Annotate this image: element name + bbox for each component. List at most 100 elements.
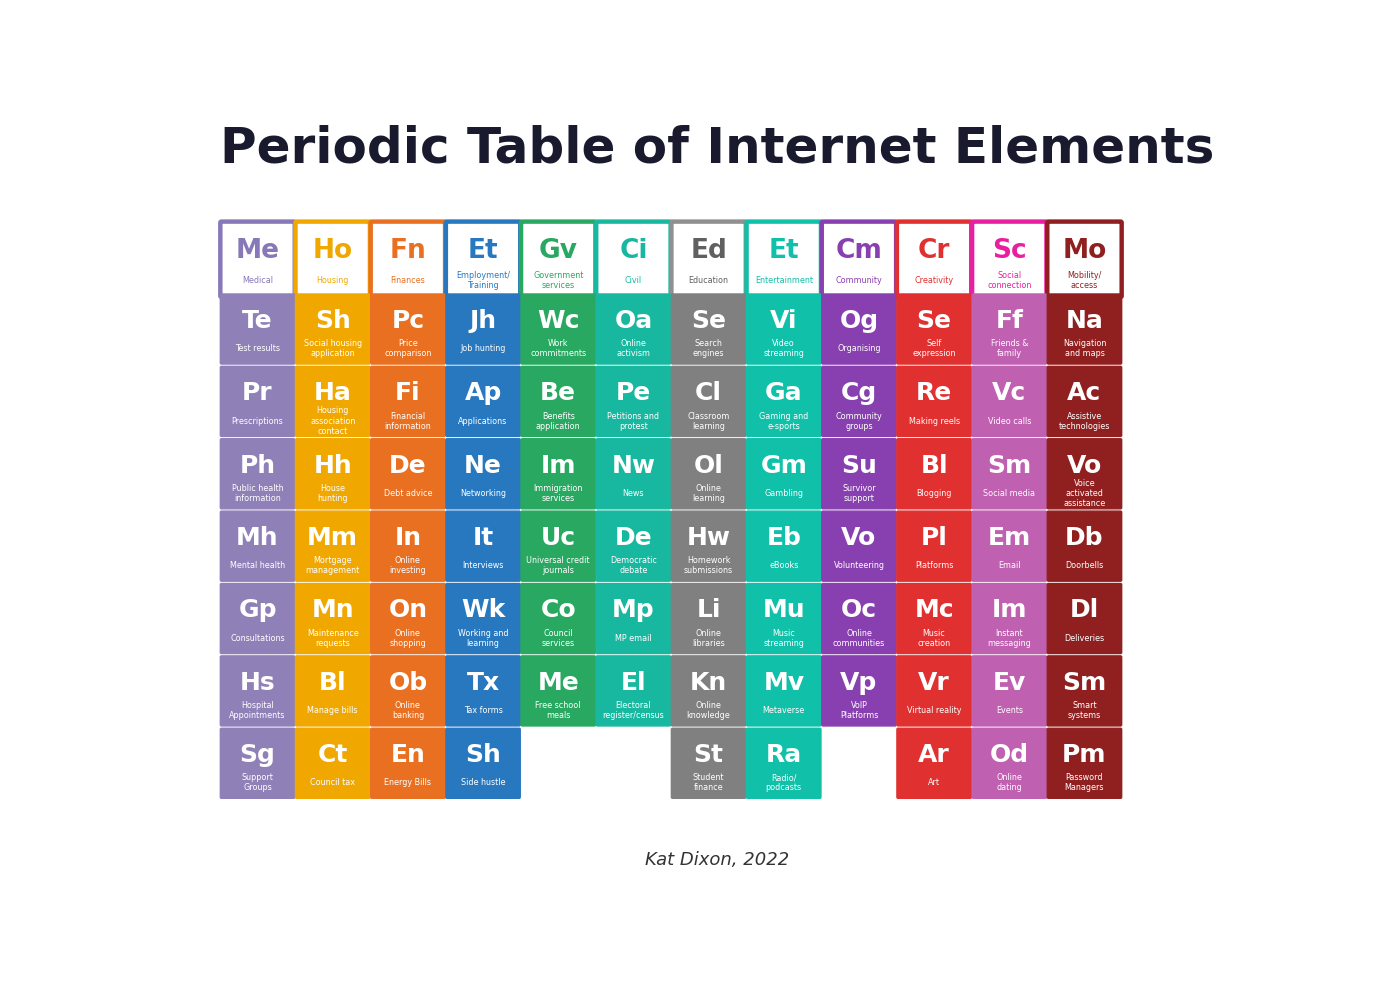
FancyBboxPatch shape (1047, 729, 1121, 798)
FancyBboxPatch shape (521, 511, 595, 581)
Text: Survivor
support: Survivor support (843, 484, 876, 503)
Text: Mortgage
management: Mortgage management (305, 556, 360, 575)
FancyBboxPatch shape (746, 366, 820, 437)
FancyBboxPatch shape (746, 729, 820, 798)
Text: Community
groups: Community groups (836, 412, 882, 431)
Text: Immigration
services: Immigration services (533, 484, 582, 503)
Text: Online
communities: Online communities (833, 629, 885, 647)
Text: Periodic Table of Internet Elements: Periodic Table of Internet Elements (220, 124, 1215, 172)
Text: Kn: Kn (690, 671, 727, 695)
FancyBboxPatch shape (897, 583, 972, 653)
FancyBboxPatch shape (1047, 583, 1121, 653)
FancyBboxPatch shape (672, 729, 746, 798)
Text: Student
finance: Student finance (693, 773, 724, 792)
FancyBboxPatch shape (897, 366, 972, 437)
Text: Ci: Ci (619, 238, 648, 263)
Text: Mh: Mh (237, 526, 279, 550)
FancyBboxPatch shape (897, 294, 972, 364)
Text: eBooks: eBooks (769, 561, 798, 570)
FancyBboxPatch shape (596, 294, 671, 364)
Text: Prescriptions: Prescriptions (231, 417, 283, 426)
Text: Applications: Applications (458, 417, 508, 426)
FancyBboxPatch shape (445, 294, 521, 364)
Text: Interviews: Interviews (462, 561, 504, 570)
Text: Ol: Ol (693, 453, 724, 477)
Text: Mm: Mm (307, 526, 358, 550)
Text: Ar: Ar (918, 743, 951, 767)
Text: Sh: Sh (465, 743, 501, 767)
Text: Virtual reality: Virtual reality (907, 706, 962, 715)
FancyBboxPatch shape (295, 294, 370, 364)
FancyBboxPatch shape (672, 583, 746, 653)
Text: Ct: Ct (318, 743, 347, 767)
FancyBboxPatch shape (295, 655, 370, 726)
Text: Doorbells: Doorbells (1065, 561, 1103, 570)
Text: Og: Og (840, 309, 879, 333)
Text: Cl: Cl (694, 381, 722, 405)
Text: Hospital
Appointments: Hospital Appointments (230, 701, 286, 720)
FancyBboxPatch shape (295, 583, 370, 653)
FancyBboxPatch shape (972, 294, 1046, 364)
FancyBboxPatch shape (596, 655, 671, 726)
Text: Gv: Gv (539, 238, 578, 263)
Text: Od: Od (990, 743, 1029, 767)
Text: Na: Na (1065, 309, 1103, 333)
Text: Vp: Vp (840, 671, 878, 695)
Text: Mv: Mv (763, 671, 804, 695)
Text: Ap: Ap (465, 381, 501, 405)
FancyBboxPatch shape (822, 294, 896, 364)
Text: Assistive
technologies: Assistive technologies (1058, 412, 1110, 431)
FancyBboxPatch shape (1047, 439, 1121, 509)
FancyBboxPatch shape (521, 366, 595, 437)
Text: Platforms: Platforms (916, 561, 953, 570)
FancyBboxPatch shape (1047, 366, 1121, 437)
Text: Pe: Pe (616, 381, 651, 405)
FancyBboxPatch shape (371, 222, 445, 297)
Text: Radio/
podcasts: Radio/ podcasts (766, 773, 802, 792)
Text: Pc: Pc (392, 309, 424, 333)
Text: Homework
submissions: Homework submissions (685, 556, 734, 575)
FancyBboxPatch shape (1047, 294, 1121, 364)
Text: Li: Li (696, 598, 721, 623)
FancyBboxPatch shape (220, 222, 295, 297)
Text: Test results: Test results (235, 345, 280, 353)
FancyBboxPatch shape (897, 511, 972, 581)
FancyBboxPatch shape (672, 222, 746, 297)
Text: Bl: Bl (920, 453, 948, 477)
Text: Video
streaming: Video streaming (763, 340, 804, 358)
Text: Vi: Vi (770, 309, 798, 333)
Text: Fi: Fi (395, 381, 420, 405)
Text: Em: Em (987, 526, 1030, 550)
FancyBboxPatch shape (295, 511, 370, 581)
Text: Nw: Nw (612, 453, 655, 477)
Text: Mp: Mp (612, 598, 655, 623)
Text: Ff: Ff (995, 309, 1023, 333)
Text: En: En (391, 743, 426, 767)
Text: Ga: Ga (764, 381, 802, 405)
FancyBboxPatch shape (672, 294, 746, 364)
Text: Social housing
application: Social housing application (304, 340, 361, 358)
Text: In: In (395, 526, 421, 550)
Text: Gm: Gm (760, 453, 808, 477)
Text: Me: Me (538, 671, 580, 695)
Text: Ra: Ra (766, 743, 802, 767)
Text: Price
comparison: Price comparison (384, 340, 431, 358)
Text: Working and
learning: Working and learning (458, 629, 508, 647)
FancyBboxPatch shape (521, 655, 595, 726)
Text: Tx: Tx (466, 671, 500, 695)
Text: Et: Et (468, 238, 498, 263)
Text: Electoral
register/census: Electoral register/census (602, 701, 664, 720)
FancyBboxPatch shape (220, 655, 295, 726)
Text: Financial
information: Financial information (385, 412, 431, 431)
Text: Vo: Vo (841, 526, 876, 550)
Text: Pl: Pl (921, 526, 948, 550)
Text: Te: Te (242, 309, 273, 333)
FancyBboxPatch shape (746, 294, 820, 364)
Text: Ne: Ne (465, 453, 503, 477)
Text: Uc: Uc (540, 526, 575, 550)
Text: Cg: Cg (841, 381, 876, 405)
Text: Db: Db (1065, 526, 1103, 550)
Text: Social
connection: Social connection (987, 271, 1032, 290)
FancyBboxPatch shape (220, 583, 295, 653)
Text: Gambling: Gambling (764, 489, 804, 498)
